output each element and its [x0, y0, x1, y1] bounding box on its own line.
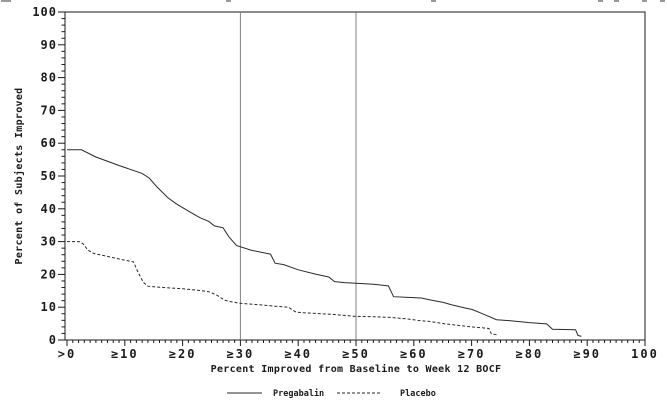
plot-frame [64, 11, 646, 341]
y-tick-label: 40 [41, 202, 57, 216]
y-tick-label: 20 [41, 267, 57, 281]
x-tick-label: ≥10 [111, 347, 139, 361]
y-axis-title: Percent of Subjects Improved [13, 88, 25, 265]
y-tick-label: 30 [41, 235, 57, 249]
y-tick-label: 80 [41, 71, 57, 85]
pregabalin-curve [67, 149, 582, 337]
cropped-title-fragment [614, 0, 619, 2]
y-tick-label: 50 [41, 169, 57, 183]
x-tick-label: ≥90 [573, 347, 601, 361]
y-tick-label: 60 [41, 136, 57, 150]
cropped-title-fragment [598, 0, 603, 2]
cropped-title-fragment [660, 0, 665, 2]
y-tick-label: 10 [41, 300, 57, 314]
x-tick-label: ≥70 [458, 347, 486, 361]
placebo-curve [67, 241, 498, 336]
x-tick-label: ≥40 [284, 347, 312, 361]
legend-label-placebo: Placebo [400, 389, 436, 399]
cropped-title-fragment [642, 0, 647, 2]
x-tick-label: ≥20 [169, 347, 197, 361]
y-tick-label: 90 [41, 38, 57, 52]
x-tick-label: ≥80 [516, 347, 544, 361]
cropped-title-fragment [6, 0, 11, 2]
legend-label-pregabalin: Pregabalin [273, 388, 324, 399]
y-tick-label: 0 [49, 333, 57, 347]
cropped-title-fragment [226, 0, 231, 2]
x-tick-label: ≥50 [342, 347, 370, 361]
x-axis-title: Percent Improved from Baseline to Week 1… [211, 363, 502, 375]
x-tick-label: ≥60 [400, 347, 428, 361]
cropped-title-fragment [431, 0, 436, 2]
legend: Pregabalin Placebo [227, 388, 436, 399]
y-tick-label: 100 [32, 5, 57, 19]
y-tick-label: 70 [41, 103, 57, 117]
cropped-title-fragment [1, 0, 6, 2]
x-tick-label: >0 [58, 347, 76, 361]
x-tick-label: 100 [631, 347, 659, 361]
x-tick-label: ≥30 [227, 347, 255, 361]
